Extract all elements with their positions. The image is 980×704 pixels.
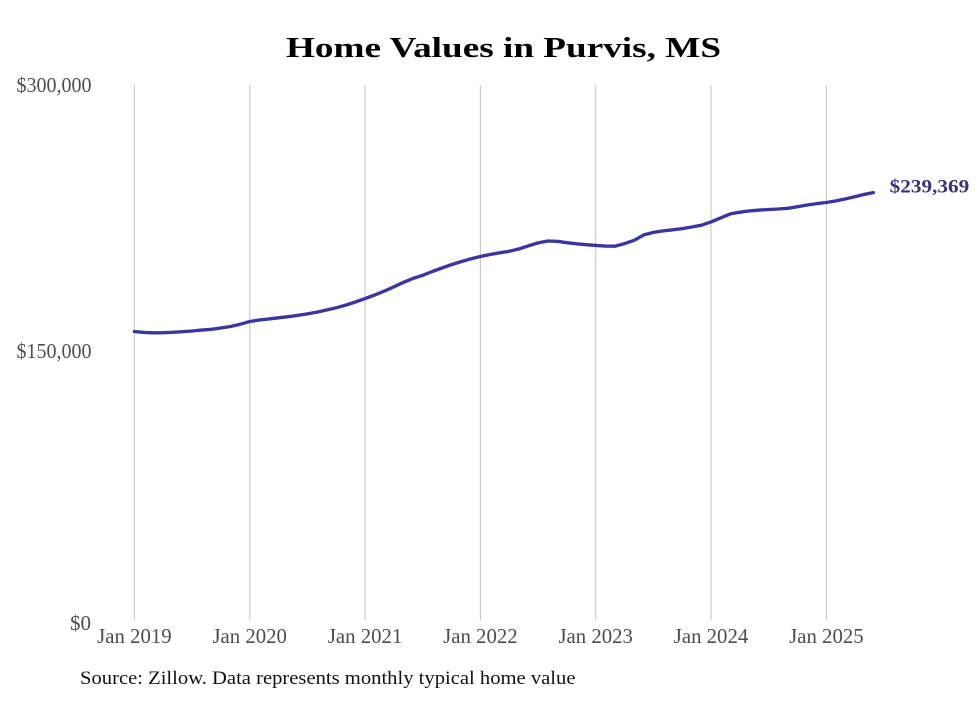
svg-text:$239,369: $239,369 [890, 178, 970, 198]
svg-text:$150,000: $150,000 [17, 339, 92, 363]
svg-text:Home Values in Purvis, MS: Home Values in Purvis, MS [286, 33, 721, 64]
svg-text:Jan 2025: Jan 2025 [789, 624, 864, 648]
svg-text:Jan 2021: Jan 2021 [328, 624, 403, 648]
svg-text:Jan 2022: Jan 2022 [443, 624, 518, 648]
svg-text:Source: Zillow. Data represent: Source: Zillow. Data represents monthly … [80, 668, 576, 689]
svg-text:$0: $0 [70, 611, 91, 635]
svg-text:Jan 2023: Jan 2023 [558, 624, 633, 648]
svg-text:Jan 2020: Jan 2020 [212, 624, 287, 648]
svg-text:Jan 2024: Jan 2024 [674, 624, 749, 648]
svg-text:$300,000: $300,000 [17, 73, 92, 97]
svg-text:Jan 2019: Jan 2019 [97, 624, 172, 648]
